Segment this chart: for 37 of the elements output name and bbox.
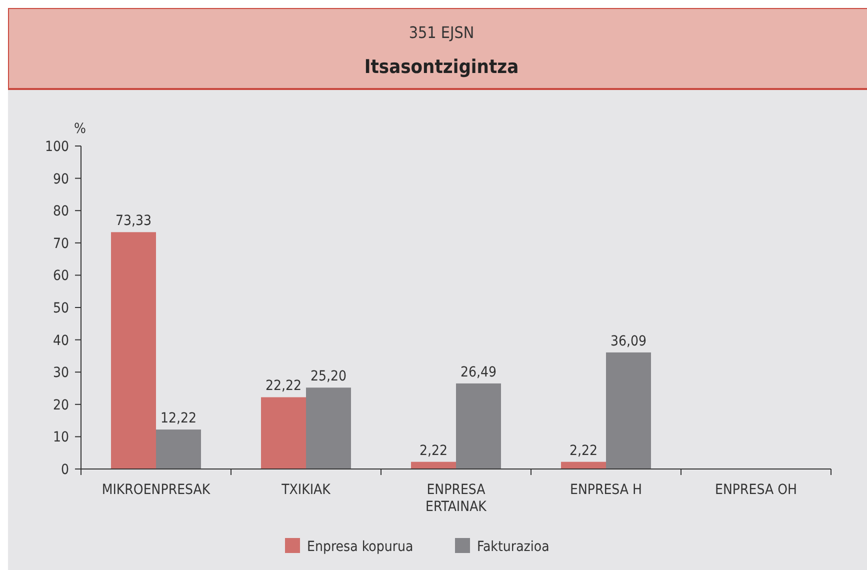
- data-label: 73,33: [115, 213, 152, 230]
- bar: [561, 462, 606, 469]
- x-tick-label: ENPRESA ERTAINAK: [426, 482, 488, 515]
- y-tick-label: 100: [44, 139, 69, 155]
- data-label: 36,09: [610, 333, 647, 350]
- y-tick-label: 10: [52, 430, 69, 446]
- x-tick-label: ENPRESA OH: [715, 482, 797, 498]
- bar: [156, 430, 201, 469]
- data-label: 22,22: [265, 378, 302, 394]
- data-label: 26,49: [460, 364, 497, 380]
- bar: [411, 462, 456, 469]
- x-tick-label: TXIKIAK: [280, 482, 332, 498]
- bar: [456, 383, 501, 469]
- y-tick-label: 20: [52, 397, 69, 414]
- y-axis-title: %: [74, 121, 86, 137]
- y-tick-label: 0: [60, 462, 69, 478]
- bar: [261, 397, 306, 469]
- bar: [606, 352, 651, 469]
- y-tick-label: 40: [52, 332, 69, 349]
- x-tick-label: MIKROENPRESAK: [102, 482, 211, 498]
- data-label: 12,22: [160, 410, 197, 427]
- y-tick-label: 50: [52, 300, 69, 316]
- data-label: 25,20: [310, 368, 347, 385]
- data-label: 2,22: [419, 442, 448, 459]
- legend-label: Enpresa kopurua: [307, 539, 414, 555]
- y-tick-label: 70: [52, 236, 69, 252]
- y-tick-label: 80: [52, 204, 69, 220]
- y-tick-label: 60: [52, 268, 69, 284]
- x-tick-label: ENPRESA H: [570, 482, 642, 498]
- y-tick-label: 90: [52, 171, 69, 188]
- chart-subtitle: Itsasontzigintza: [364, 56, 519, 78]
- y-tick-label: 30: [52, 365, 69, 382]
- bar: [111, 232, 156, 469]
- chart-title: 351 EJSN: [408, 23, 474, 42]
- data-label: 2,22: [569, 442, 598, 459]
- bar: [306, 388, 351, 469]
- legend-label: Fakturazioa: [477, 539, 550, 555]
